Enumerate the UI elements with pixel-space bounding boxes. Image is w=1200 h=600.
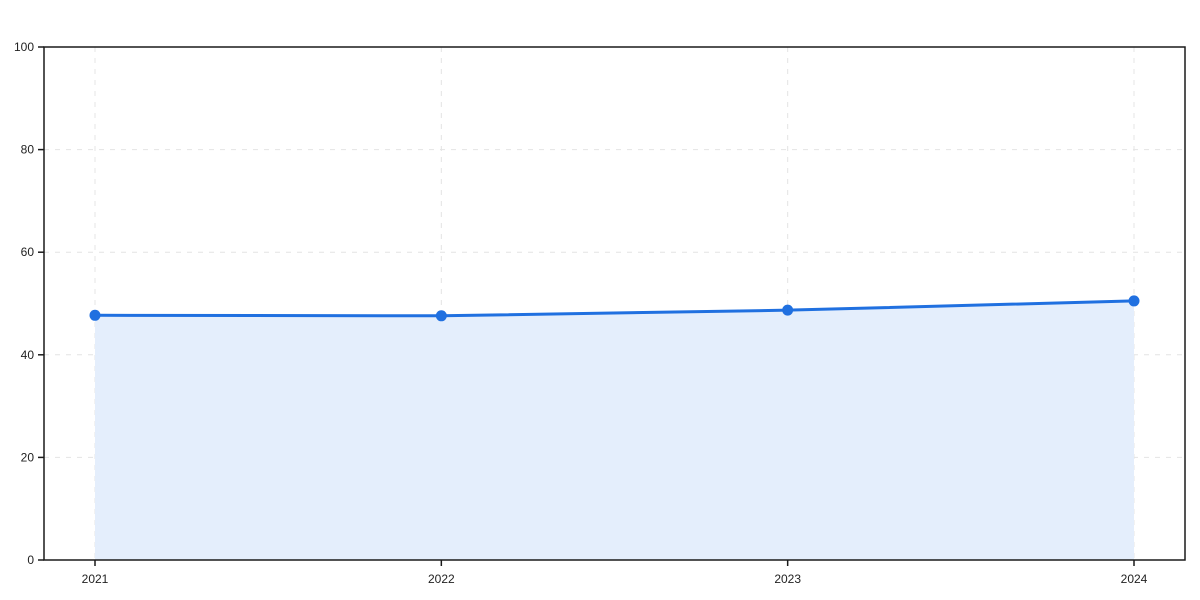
data-point-2022 [435, 310, 447, 322]
data-point-2021 [89, 309, 101, 321]
data-point-2023 [782, 304, 794, 316]
y-tick-label-80: 80 [21, 143, 35, 157]
y-tick-label-20: 20 [21, 450, 35, 464]
axes-spines [43, 46, 1186, 561]
x-tick-label-2021: 2021 [82, 572, 109, 586]
x-tick-label-2024: 2024 [1121, 572, 1148, 586]
trend-line [93, 299, 1136, 318]
y-tick-label-100: 100 [14, 40, 34, 54]
data-point-2024 [1128, 295, 1140, 307]
area-fill [95, 300, 1134, 560]
y-tick-label-60: 60 [21, 245, 35, 259]
y-tick-label-40: 40 [21, 348, 35, 362]
y-tick-label-0: 0 [27, 553, 34, 567]
x-tick-label-2023: 2023 [774, 572, 801, 586]
x-tick-label-2022: 2022 [428, 572, 455, 586]
